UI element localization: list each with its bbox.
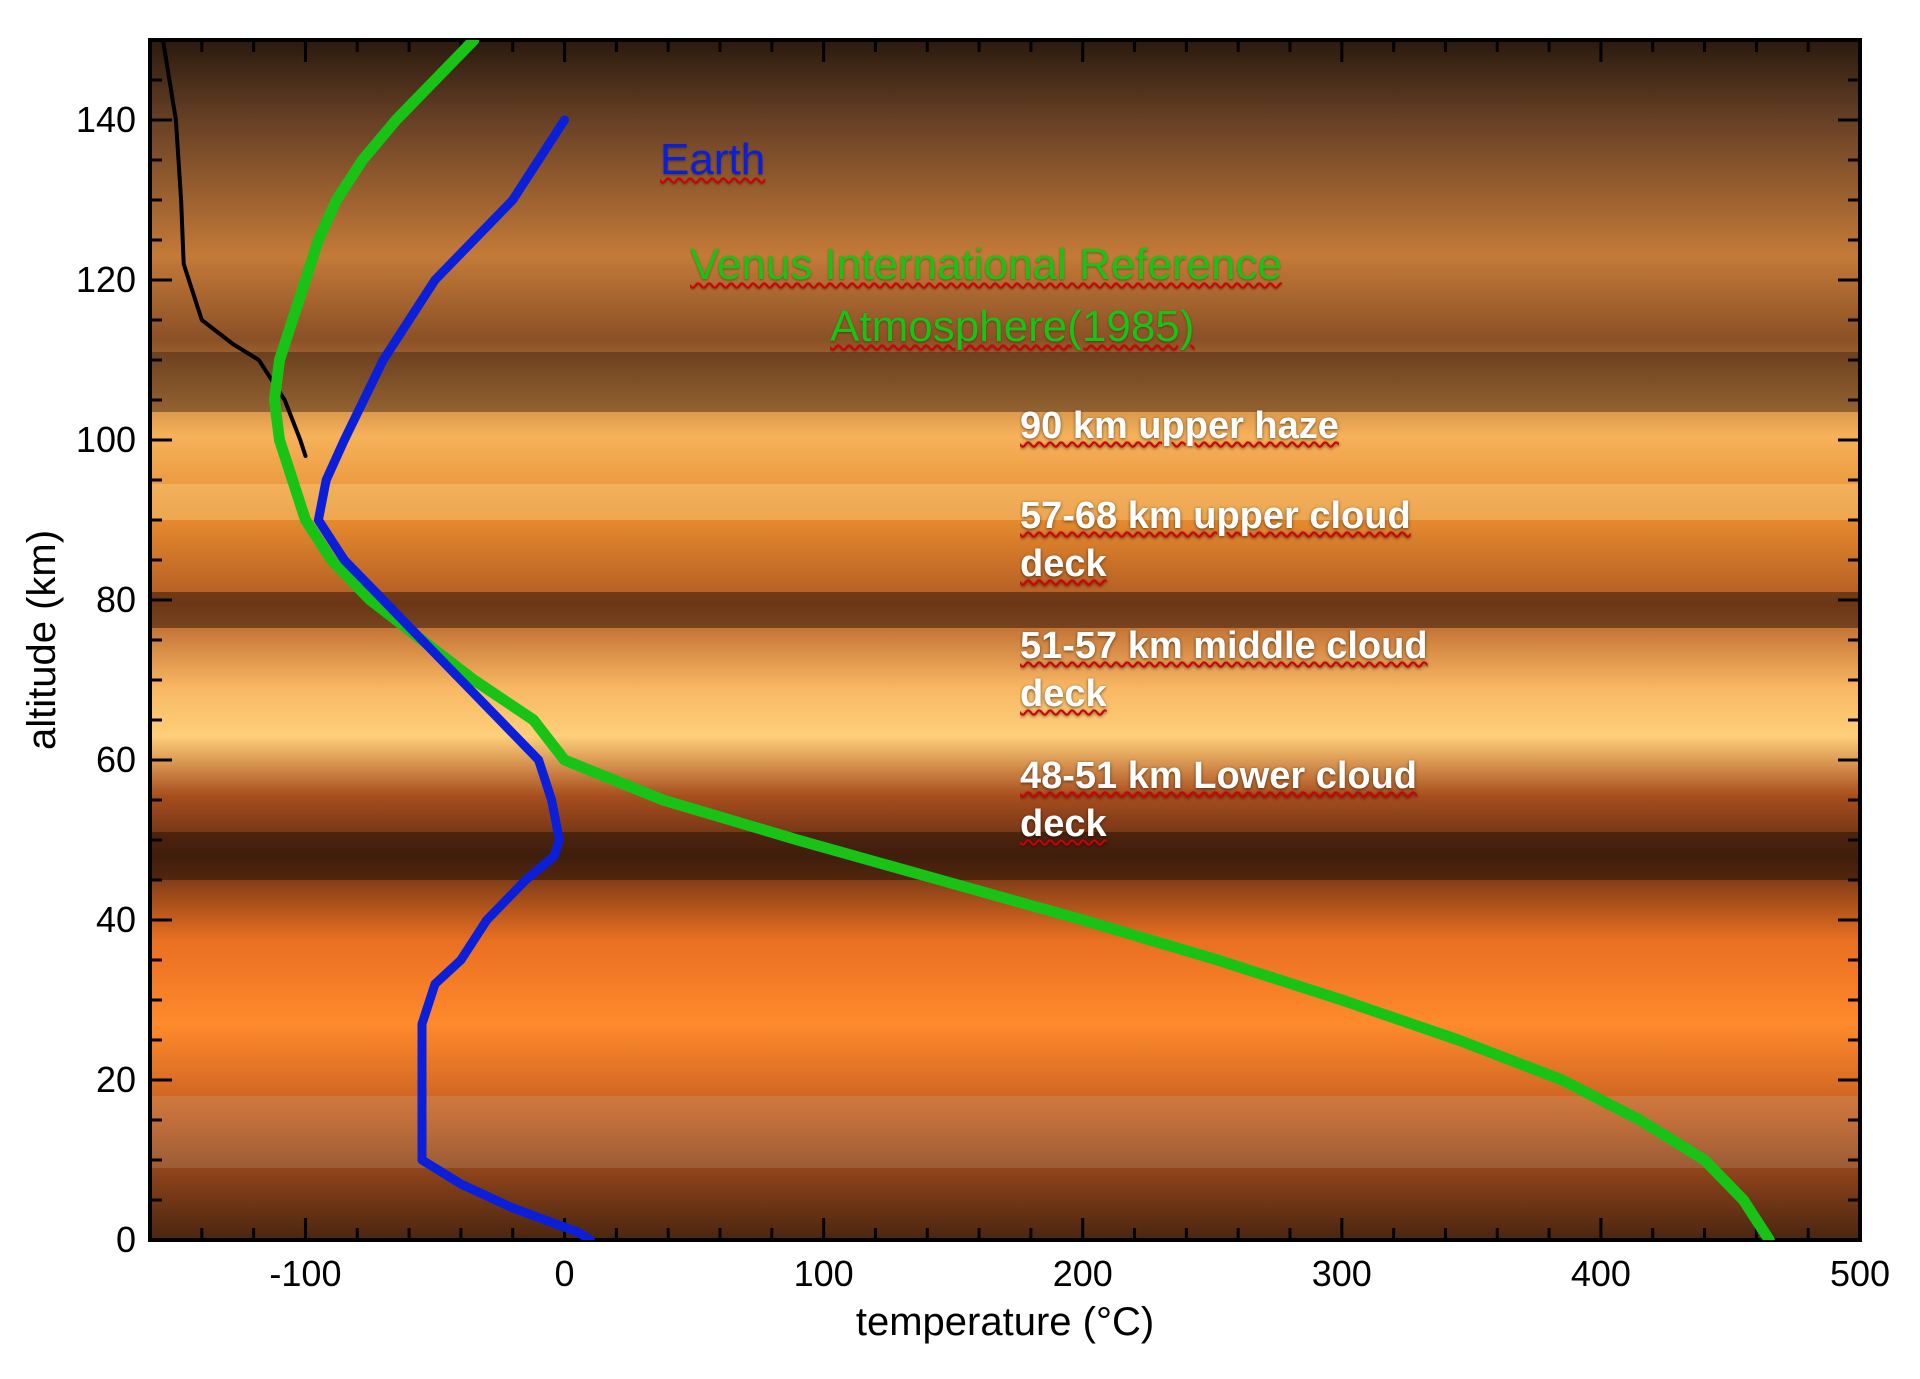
x-tick-label: 100 bbox=[794, 1253, 854, 1294]
cloud-annotation-3: 48-51 km Lower clouddeck bbox=[1020, 752, 1920, 860]
y-tick-label: 100 bbox=[76, 419, 136, 460]
x-tick-label: 300 bbox=[1312, 1253, 1372, 1294]
label-earth: Earth bbox=[660, 135, 1060, 195]
y-tick-label: 40 bbox=[96, 899, 136, 940]
y-tick-label: 60 bbox=[96, 739, 136, 780]
y-axis-label: altitude (km) bbox=[20, 530, 64, 750]
x-axis-label: temperature (°C) bbox=[856, 1300, 1154, 1344]
x-tick-label: 200 bbox=[1053, 1253, 1113, 1294]
x-tick-label: 0 bbox=[555, 1253, 575, 1294]
x-tick-label: 500 bbox=[1830, 1253, 1890, 1294]
y-tick-label: 20 bbox=[96, 1059, 136, 1100]
cloud-annotation-1: 57-68 km upper clouddeck bbox=[1020, 492, 1920, 600]
x-tick-label: 400 bbox=[1571, 1253, 1631, 1294]
cloud-annotation-0: 90 km upper haze bbox=[1020, 402, 1920, 462]
temperature-altitude-chart: -100 0 100 200 300 400 500 0 20 40 60 80 100 120 140 te… bbox=[0, 0, 1920, 1379]
y-tick-label: 0 bbox=[116, 1219, 136, 1260]
y-tick-label: 120 bbox=[76, 259, 136, 300]
x-tick-label: -100 bbox=[269, 1253, 341, 1294]
chart-stage: -100 0 100 200 300 400 500 0 20 40 60 80 100 120 140 te… bbox=[0, 0, 1920, 1379]
y-tick-label: 140 bbox=[76, 99, 136, 140]
cloud-annotation-2: 51-57 km middle clouddeck bbox=[1020, 622, 1920, 730]
label-venus-line2: Atmosphere(1985) bbox=[830, 302, 1730, 362]
y-tick-label: 80 bbox=[96, 579, 136, 620]
label-venus-line1: Venus International Reference bbox=[690, 240, 1790, 300]
